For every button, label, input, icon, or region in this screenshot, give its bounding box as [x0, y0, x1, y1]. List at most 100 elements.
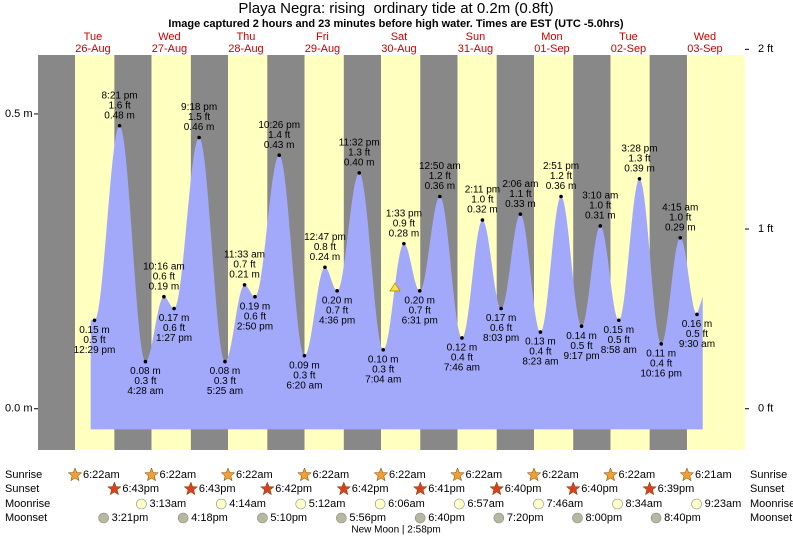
- tide-label: 0.3 ft: [214, 376, 236, 387]
- tide-point: [438, 194, 442, 199]
- tide-label: 2:51 pm: [543, 161, 579, 172]
- row-time: 8:00pm: [585, 512, 622, 524]
- tide-label: 0.7 ft: [233, 260, 255, 271]
- tide-point: [253, 294, 257, 299]
- date-label: 30-Aug: [381, 43, 416, 55]
- tide-label: 0.20 m: [322, 295, 353, 306]
- moonset-icon: [572, 512, 583, 524]
- tide-point: [223, 359, 227, 364]
- tide-point: [678, 235, 683, 240]
- moonset-icon: [177, 512, 189, 524]
- tide-point: [162, 294, 166, 299]
- tide-area: [90, 125, 703, 430]
- row-time: 6:22am: [312, 469, 349, 481]
- sunset-icon: [259, 481, 275, 496]
- tide-point: [499, 306, 503, 311]
- y-tick-label: 0.0 m: [5, 403, 33, 415]
- tide-label: 0.15 m: [603, 325, 634, 336]
- moonrise-icon: [454, 498, 465, 510]
- tide-label: 0.19 m: [149, 281, 180, 292]
- date-label: 26-Aug: [75, 43, 110, 55]
- sunrise-icon: [373, 467, 389, 482]
- tide-point: [143, 359, 148, 364]
- tide-label: 1.0 ft: [669, 212, 691, 223]
- day-label: Tue: [84, 31, 103, 43]
- chart-title: Playa Negra: rising ordinary tide at 0.2…: [238, 0, 553, 17]
- tide-label: 0.15 m: [79, 325, 110, 336]
- day-label: Thu: [236, 31, 255, 43]
- row-time: 4:14am: [229, 498, 266, 510]
- tide-label: 0.11 m: [646, 349, 676, 360]
- y2-tick-label: 1 ft: [758, 223, 773, 235]
- tide-point: [659, 342, 663, 346]
- date-label: 31-Aug: [458, 43, 493, 55]
- tide-label: 0.4 ft: [529, 347, 551, 358]
- sunset-icon: [183, 481, 199, 496]
- tide-label: 0.6 ft: [163, 323, 185, 334]
- tide-label: 0.19 m: [240, 301, 271, 312]
- tide-point: [302, 353, 307, 358]
- tide-label: 7:46 am: [444, 363, 480, 374]
- row-label: Moonset: [750, 512, 792, 524]
- tide-label: 4:15 am: [662, 202, 698, 213]
- y-tick-label: 0.5 m: [5, 108, 33, 120]
- tide-label: 0.08 m: [130, 366, 161, 377]
- current-marker: [389, 282, 401, 292]
- tide-label: 0.28 m: [389, 228, 420, 239]
- moonset-icon: [336, 512, 347, 524]
- tide-label: 0.12 m: [447, 343, 478, 354]
- row-time: 3:13am: [149, 498, 186, 510]
- tide-label: 0.36 m: [425, 181, 456, 192]
- moonrise-icon: [136, 498, 147, 510]
- row-time: 6:39pm: [658, 483, 695, 495]
- tide-label: 8:03 pm: [483, 333, 519, 344]
- tide-label: 0.32 m: [467, 205, 498, 216]
- tide-label: 0.40 m: [344, 158, 375, 169]
- tide-label: 6:20 am: [286, 380, 322, 391]
- tide-point: [637, 177, 642, 181]
- sunrise-icon: [220, 467, 236, 482]
- tide-label: 0.14 m: [566, 331, 597, 342]
- tide-label: 0.3 ft: [134, 376, 156, 387]
- tide-label: 1.4 ft: [268, 130, 290, 141]
- tide-label: 3:28 pm: [621, 143, 657, 154]
- tide-point: [277, 153, 282, 158]
- tide-point: [197, 135, 201, 140]
- tide-label: 1:27 pm: [156, 333, 192, 344]
- tide-label: 1.0 ft: [589, 201, 611, 212]
- tide-label: 9:17 pm: [563, 351, 599, 362]
- sunrise-icon: [603, 467, 618, 482]
- row-time: 6:57am: [467, 498, 504, 510]
- day-label: Fri: [316, 31, 329, 43]
- sunset-icon: [565, 481, 581, 496]
- tide-label: 0.09 m: [289, 360, 320, 371]
- row-time: 6:41pm: [428, 483, 465, 495]
- tide-label: 1.3 ft: [628, 153, 650, 164]
- tide-label: 9:30 am: [679, 339, 715, 350]
- date-label: 03-Sep: [687, 43, 722, 55]
- row-time: 7:20pm: [507, 512, 544, 524]
- tide-point: [695, 312, 699, 317]
- date-label: 02-Sep: [611, 43, 646, 55]
- row-label: Sunrise: [5, 469, 42, 481]
- tide-point: [538, 330, 543, 334]
- day-label: Mon: [541, 31, 562, 43]
- tide-label: 7:04 am: [365, 374, 401, 385]
- row-time: 5:12am: [309, 498, 346, 510]
- row-label: Sunset: [5, 483, 39, 495]
- row-label: Sunset: [750, 483, 784, 495]
- tide-label: 0.20 m: [404, 295, 435, 306]
- sunrise-icon: [450, 467, 465, 482]
- tide-label: 0.4 ft: [650, 359, 672, 370]
- day-label: Sun: [466, 31, 486, 43]
- tide-label: 2:06 am: [502, 179, 538, 190]
- tide-label: 0.4 ft: [451, 353, 473, 364]
- sunrise-icon: [67, 467, 83, 482]
- tide-label: 0.3 ft: [293, 370, 315, 381]
- row-time: 8:34am: [626, 498, 663, 510]
- row-time: 6:06am: [388, 498, 425, 510]
- tide-label: 8:23 am: [522, 357, 558, 368]
- tide-label: 10:16 pm: [640, 369, 682, 380]
- tide-label: 1.6 ft: [108, 100, 130, 111]
